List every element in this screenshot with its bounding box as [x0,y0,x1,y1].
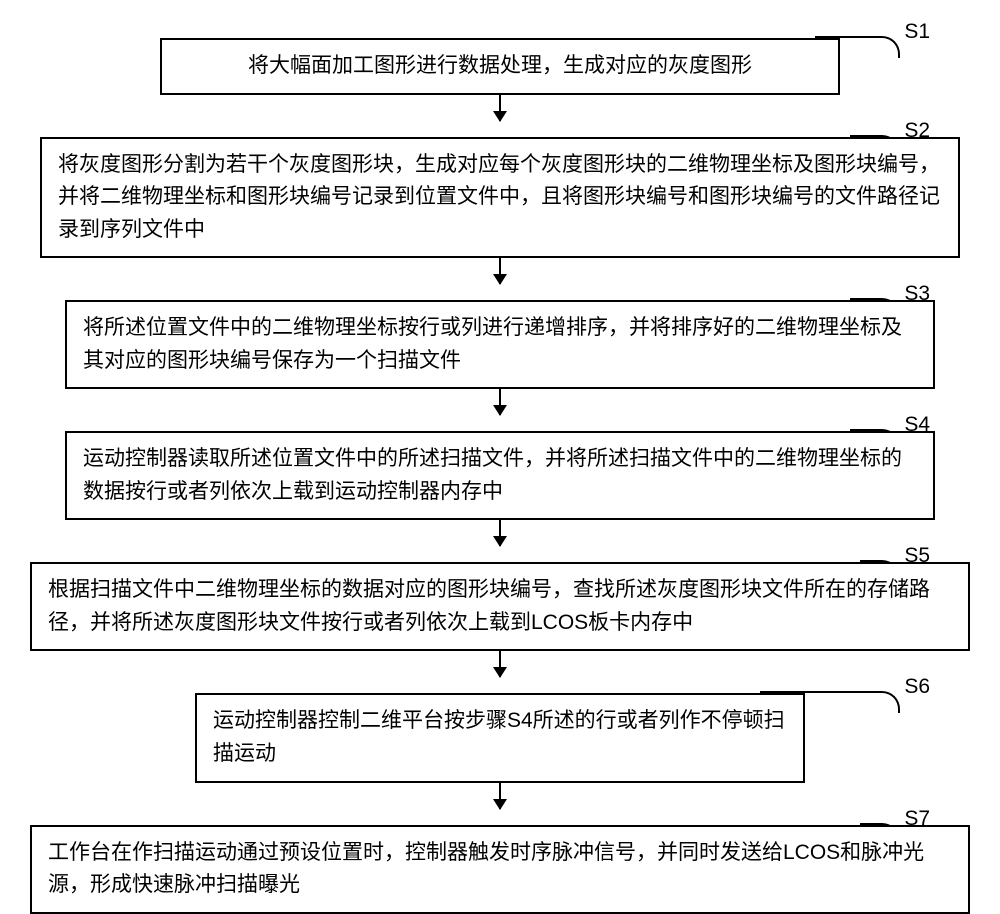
step-box-s5: 根据扫描文件中二维物理坐标的数据对应的图形块编号，查找所述灰度图形块文件所在的存… [30,562,970,651]
step-s6-container: S6 运动控制器控制二维平台按步骤S4所述的行或者列作不停顿扫描运动 [30,693,970,782]
step-s1-container: S1 将大幅面加工图形进行数据处理，生成对应的灰度图形 [30,38,970,95]
step-box-s6: 运动控制器控制二维平台按步骤S4所述的行或者列作不停顿扫描运动 [195,693,805,782]
arrow-s2-s3 [499,258,501,284]
step-label-s1: S1 [904,20,930,44]
flowchart-container: S1 将大幅面加工图形进行数据处理，生成对应的灰度图形 S2 将灰度图形分割为若… [30,20,970,914]
step-box-s3: 将所述位置文件中的二维物理坐标按行或列进行递增排序，并将排序好的二维物理坐标及其… [65,300,935,389]
step-box-s1: 将大幅面加工图形进行数据处理，生成对应的灰度图形 [160,38,840,95]
step-label-s6: S6 [904,675,930,699]
arrow-s3-s4 [499,389,501,415]
step-box-s2: 将灰度图形分割为若干个灰度图形块，生成对应每个灰度图形块的二维物理坐标及图形块编… [40,137,960,259]
arrow-s6-s7 [499,783,501,809]
arrow-s5-s6 [499,651,501,677]
arrow-s1-s2 [499,95,501,121]
step-box-s7: 工作台在作扫描运动通过预设位置时，控制器触发时序脉冲信号，并同时发送给LCOS和… [30,825,970,914]
step-s7-container: S7 工作台在作扫描运动通过预设位置时，控制器触发时序脉冲信号，并同时发送给LC… [30,825,970,914]
step-s3-container: S3 将所述位置文件中的二维物理坐标按行或列进行递增排序，并将排序好的二维物理坐… [30,300,970,389]
step-s5-container: S5 根据扫描文件中二维物理坐标的数据对应的图形块编号，查找所述灰度图形块文件所… [30,562,970,651]
step-box-s4: 运动控制器读取所述位置文件中的所述扫描文件，并将所述扫描文件中的二维物理坐标的数… [65,431,935,520]
step-s4-container: S4 运动控制器读取所述位置文件中的所述扫描文件，并将所述扫描文件中的二维物理坐… [30,431,970,520]
step-s2-container: S2 将灰度图形分割为若干个灰度图形块，生成对应每个灰度图形块的二维物理坐标及图… [30,137,970,259]
arrow-s4-s5 [499,520,501,546]
